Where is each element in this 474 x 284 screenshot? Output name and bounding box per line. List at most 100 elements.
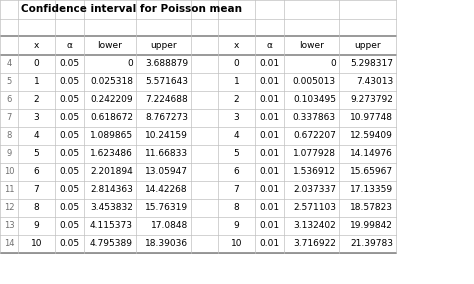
Text: 1.623486: 1.623486 bbox=[90, 149, 133, 158]
Text: 3.132402: 3.132402 bbox=[293, 222, 336, 231]
Text: 0.05: 0.05 bbox=[59, 95, 80, 105]
Text: 14.14976: 14.14976 bbox=[350, 149, 393, 158]
Text: 9.273792: 9.273792 bbox=[350, 95, 393, 105]
Text: 18.57823: 18.57823 bbox=[350, 204, 393, 212]
Text: 0.05: 0.05 bbox=[59, 222, 80, 231]
Text: 10.97748: 10.97748 bbox=[350, 114, 393, 122]
Text: 13.05947: 13.05947 bbox=[145, 168, 188, 176]
Text: 6: 6 bbox=[6, 95, 12, 105]
Text: upper: upper bbox=[354, 41, 381, 50]
Text: 1.077928: 1.077928 bbox=[293, 149, 336, 158]
Text: 0.005013: 0.005013 bbox=[293, 78, 336, 87]
Text: 8: 8 bbox=[234, 204, 239, 212]
Text: α: α bbox=[266, 41, 273, 50]
Text: 12: 12 bbox=[4, 204, 14, 212]
Text: 7: 7 bbox=[234, 185, 239, 195]
Text: 14.42268: 14.42268 bbox=[146, 185, 188, 195]
Text: 0.05: 0.05 bbox=[59, 78, 80, 87]
Text: 2.201894: 2.201894 bbox=[90, 168, 133, 176]
Text: 2: 2 bbox=[234, 95, 239, 105]
Text: 4: 4 bbox=[234, 131, 239, 141]
Text: 6: 6 bbox=[34, 168, 39, 176]
Text: 0.01: 0.01 bbox=[259, 168, 280, 176]
Text: x: x bbox=[34, 41, 39, 50]
Text: 8: 8 bbox=[34, 204, 39, 212]
Text: 0.618672: 0.618672 bbox=[90, 114, 133, 122]
Text: 0.01: 0.01 bbox=[259, 95, 280, 105]
Text: 0.01: 0.01 bbox=[259, 78, 280, 87]
Text: 0.01: 0.01 bbox=[259, 222, 280, 231]
Text: 7: 7 bbox=[6, 114, 12, 122]
Text: 9: 9 bbox=[234, 222, 239, 231]
Text: 0.337863: 0.337863 bbox=[293, 114, 336, 122]
Text: 0.01: 0.01 bbox=[259, 131, 280, 141]
Text: 0.103495: 0.103495 bbox=[293, 95, 336, 105]
Text: Confidence interval for Poisson mean: Confidence interval for Poisson mean bbox=[21, 5, 242, 14]
Text: 3.453832: 3.453832 bbox=[90, 204, 133, 212]
Text: 2.571103: 2.571103 bbox=[293, 204, 336, 212]
Text: 11: 11 bbox=[4, 185, 14, 195]
Text: 11.66833: 11.66833 bbox=[145, 149, 188, 158]
Text: 0.01: 0.01 bbox=[259, 114, 280, 122]
Text: 5: 5 bbox=[234, 149, 239, 158]
Text: 9: 9 bbox=[34, 222, 39, 231]
Text: 0.01: 0.01 bbox=[259, 60, 280, 68]
Text: 0.05: 0.05 bbox=[59, 204, 80, 212]
Text: 4.795389: 4.795389 bbox=[90, 239, 133, 248]
Text: 0: 0 bbox=[330, 60, 336, 68]
Text: 3: 3 bbox=[234, 114, 239, 122]
Text: 0.242209: 0.242209 bbox=[91, 95, 133, 105]
Text: 0.05: 0.05 bbox=[59, 114, 80, 122]
Text: 0.05: 0.05 bbox=[59, 60, 80, 68]
Text: 0.01: 0.01 bbox=[259, 185, 280, 195]
Text: 0.05: 0.05 bbox=[59, 239, 80, 248]
Text: 2: 2 bbox=[34, 95, 39, 105]
Text: 10: 10 bbox=[231, 239, 242, 248]
Text: 2.037337: 2.037337 bbox=[293, 185, 336, 195]
Text: 5.298317: 5.298317 bbox=[350, 60, 393, 68]
Text: 18.39036: 18.39036 bbox=[145, 239, 188, 248]
Text: 14: 14 bbox=[4, 239, 14, 248]
Text: 0.01: 0.01 bbox=[259, 204, 280, 212]
Text: 0: 0 bbox=[127, 60, 133, 68]
Text: 4: 4 bbox=[6, 60, 12, 68]
Text: α: α bbox=[66, 41, 73, 50]
Text: 15.65967: 15.65967 bbox=[350, 168, 393, 176]
Text: 0.05: 0.05 bbox=[59, 185, 80, 195]
Text: 4: 4 bbox=[34, 131, 39, 141]
Text: 1.089865: 1.089865 bbox=[90, 131, 133, 141]
Text: 9: 9 bbox=[6, 149, 12, 158]
Text: 0.05: 0.05 bbox=[59, 131, 80, 141]
Text: 0.025318: 0.025318 bbox=[90, 78, 133, 87]
Text: 17.13359: 17.13359 bbox=[350, 185, 393, 195]
Text: 1: 1 bbox=[34, 78, 39, 87]
Text: 21.39783: 21.39783 bbox=[350, 239, 393, 248]
Text: 7: 7 bbox=[34, 185, 39, 195]
Text: 3.688879: 3.688879 bbox=[145, 60, 188, 68]
Text: 0.672207: 0.672207 bbox=[293, 131, 336, 141]
Text: 7.224688: 7.224688 bbox=[145, 95, 188, 105]
Text: 3: 3 bbox=[34, 114, 39, 122]
Text: 13: 13 bbox=[4, 222, 14, 231]
Text: lower: lower bbox=[98, 41, 122, 50]
Text: 0.05: 0.05 bbox=[59, 168, 80, 176]
Text: 17.0848: 17.0848 bbox=[151, 222, 188, 231]
Text: 5.571643: 5.571643 bbox=[145, 78, 188, 87]
Text: 0.01: 0.01 bbox=[259, 239, 280, 248]
Text: lower: lower bbox=[299, 41, 324, 50]
Text: 0: 0 bbox=[234, 60, 239, 68]
Text: 19.99842: 19.99842 bbox=[350, 222, 393, 231]
Text: 7.43013: 7.43013 bbox=[356, 78, 393, 87]
Text: 8.767273: 8.767273 bbox=[145, 114, 188, 122]
Text: 1: 1 bbox=[234, 78, 239, 87]
Text: 2.814363: 2.814363 bbox=[90, 185, 133, 195]
Text: 5: 5 bbox=[34, 149, 39, 158]
Text: 3.716922: 3.716922 bbox=[293, 239, 336, 248]
Text: 0: 0 bbox=[34, 60, 39, 68]
Text: 5: 5 bbox=[6, 78, 12, 87]
Text: x: x bbox=[234, 41, 239, 50]
Text: 6: 6 bbox=[234, 168, 239, 176]
Text: 10.24159: 10.24159 bbox=[145, 131, 188, 141]
Text: 12.59409: 12.59409 bbox=[350, 131, 393, 141]
Text: 10: 10 bbox=[4, 168, 14, 176]
